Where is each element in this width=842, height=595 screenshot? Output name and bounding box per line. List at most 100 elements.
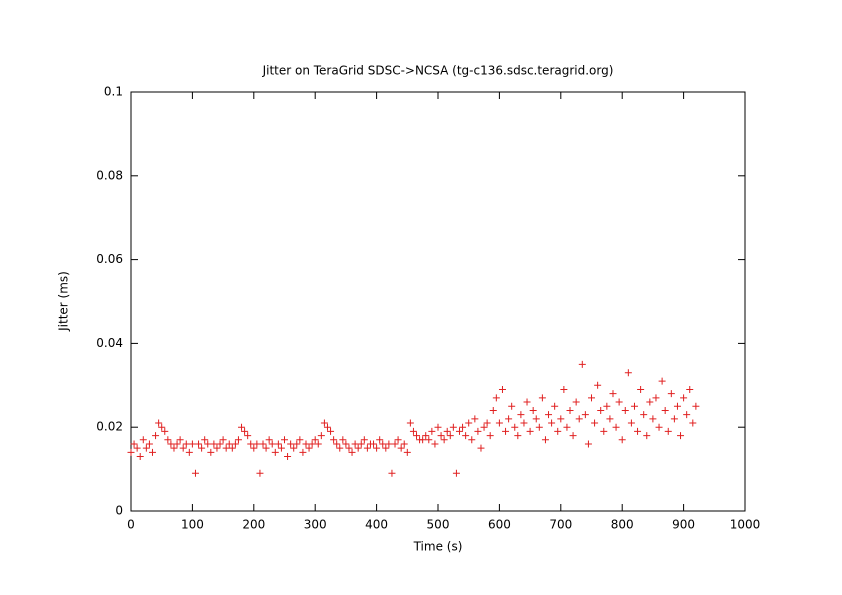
point [413,432,421,440]
point [554,427,562,435]
point [575,415,583,423]
point [474,427,482,435]
x-tick-label: 100 [181,518,204,532]
point [148,448,156,456]
point [440,436,448,444]
point [382,444,390,452]
point [508,402,516,410]
point [281,436,288,444]
point [455,427,463,435]
point [572,398,580,406]
point [425,436,433,444]
point [394,436,402,444]
point [225,440,233,448]
point [357,440,365,448]
point [480,423,488,431]
point [431,440,439,448]
point [637,385,645,393]
plot-border [130,91,746,512]
point [600,427,608,435]
point [486,432,494,440]
point [293,440,301,448]
point [606,415,614,423]
point [400,440,408,448]
point [667,390,675,398]
y-tick-label: 0 [115,504,123,518]
point [320,419,328,427]
point [498,385,506,393]
point [133,444,141,452]
point [271,448,279,456]
point [336,444,344,452]
point [563,423,571,431]
point [419,436,427,444]
point [603,402,611,410]
point [250,444,258,452]
point [228,444,236,452]
point [686,385,694,393]
point [182,440,190,448]
point [201,436,209,444]
point [630,402,638,410]
point [403,448,411,456]
point [216,440,224,448]
point [511,423,519,431]
point [560,385,568,393]
point [354,444,362,452]
point [327,427,335,435]
point [677,432,685,440]
point [495,419,503,427]
point [317,432,325,440]
point [643,432,651,440]
point [437,432,445,440]
point [591,419,599,427]
point [360,436,368,444]
point [502,427,510,435]
point [231,440,239,448]
point [652,394,660,402]
point [213,444,221,452]
point [634,427,642,435]
point [299,448,307,456]
point [268,440,276,448]
point [443,427,451,435]
y-tick-label: 0.1 [104,85,123,99]
point [692,402,700,410]
point [244,432,252,440]
y-tick-label: 0.02 [96,420,123,434]
point [185,448,193,456]
point [259,440,267,448]
point [578,360,586,368]
point [689,419,697,427]
point [142,444,150,452]
point [176,436,184,444]
point [397,444,405,452]
point [468,436,476,444]
x-tick-label: 1000 [730,518,761,532]
point [152,432,160,440]
point [584,440,592,448]
point [462,432,470,440]
point [505,415,513,423]
point [557,415,565,423]
point [284,453,292,461]
point [517,411,525,419]
x-tick-label: 500 [427,518,450,532]
point [302,440,310,448]
point [569,432,577,440]
point [535,423,543,431]
x-tick-label: 900 [672,518,695,532]
point [529,406,537,414]
point [385,440,393,448]
point [566,406,574,414]
point [376,436,384,444]
point [323,423,331,431]
point [434,423,442,431]
point [158,423,166,431]
x-tick-label: 800 [611,518,634,532]
x-axis-label: Time (s) [413,540,463,554]
x-tick-label: 200 [242,518,265,532]
x-tick-label: 400 [365,518,388,532]
